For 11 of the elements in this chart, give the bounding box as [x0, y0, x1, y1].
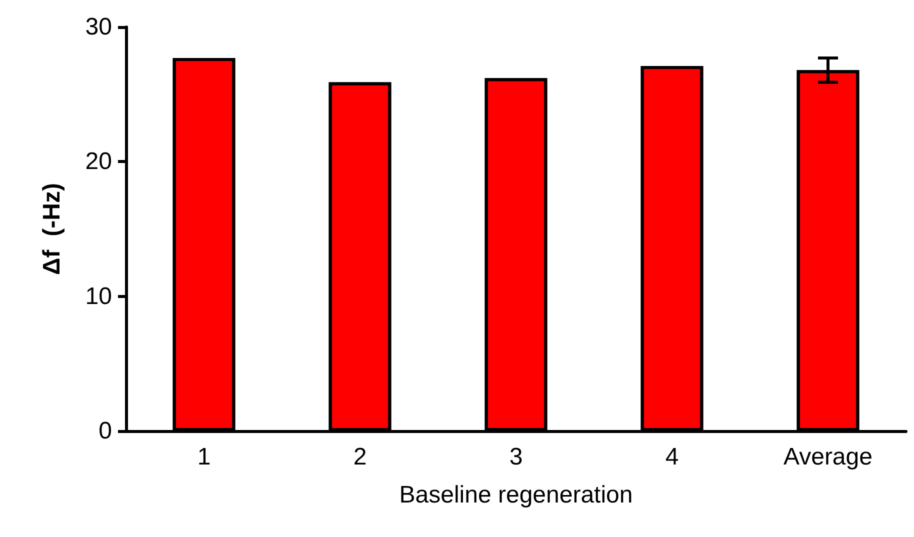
x-tick-label: 1 [197, 444, 211, 470]
x-tick-label: 4 [665, 444, 679, 470]
x-axis-title: Baseline regeneration [399, 482, 633, 508]
y-axis-title: Δf (-Hz) [38, 183, 66, 275]
x-tick-label: 3 [509, 444, 523, 470]
y-tick-label: 10 [85, 282, 112, 310]
x-tick-label: 2 [353, 444, 367, 470]
y-tick-label: 30 [85, 14, 112, 40]
x-tick-label: Average [784, 444, 872, 470]
y-tick-label: 20 [85, 148, 112, 176]
y-tick-label: 0 [98, 418, 112, 444]
